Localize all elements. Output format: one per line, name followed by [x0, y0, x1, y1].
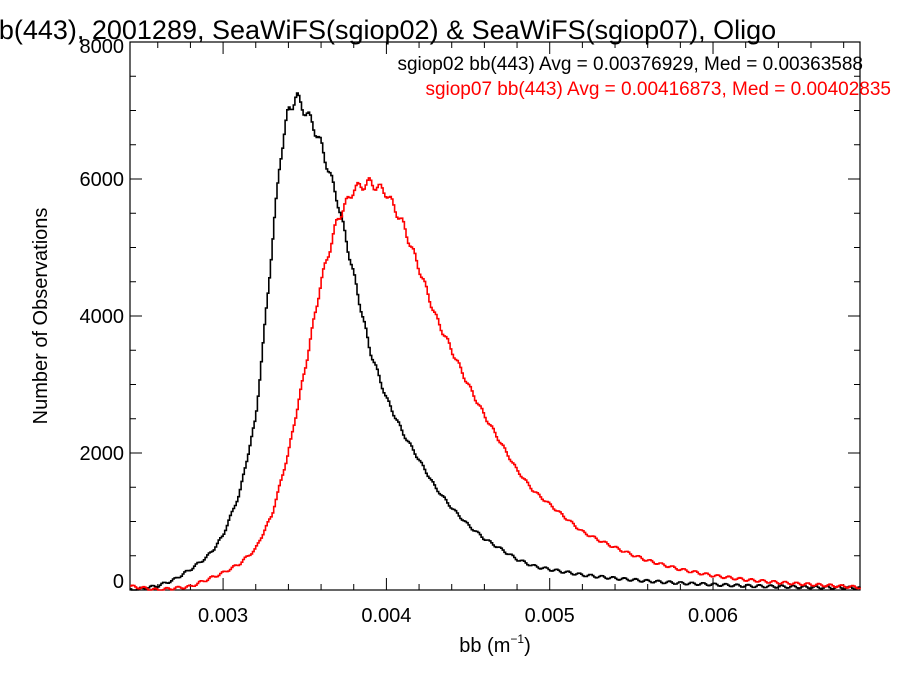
x-tick-label-0.004: 0.004	[361, 605, 411, 627]
x-tick-label-0.003: 0.003	[198, 605, 248, 627]
x-tick-label-0.005: 0.005	[525, 605, 575, 627]
y-axis-label: Number of Observations	[30, 208, 52, 425]
y-tick-label-8000: 8000	[80, 36, 125, 58]
plot-frame	[129, 41, 861, 591]
x-axis-label-close: )	[524, 635, 531, 657]
series-layer	[130, 92, 861, 591]
x-axis-ticks: 0.003 0.004 0.005 0.006	[157, 42, 845, 627]
x-tick-label-0.006: 0.006	[688, 605, 738, 627]
y-tick-label-4000: 4000	[80, 306, 125, 328]
y-axis-ticks: 0 2000 4000 6000 8000	[80, 36, 860, 593]
y-tick-label-2000: 2000	[80, 443, 125, 465]
annotation-sgiop07: sgiop07 bb(443) Avg = 0.00416873, Med = …	[425, 79, 891, 100]
series-line-sgiop07	[130, 177, 861, 591]
x-axis-label: bb (m−1)	[459, 632, 530, 657]
y-tick-label-6000: 6000	[80, 169, 125, 191]
x-axis-label-base: bb (m	[459, 635, 510, 657]
y-tick-label-0: 0	[113, 571, 124, 593]
annotation-sgiop02: sgiop02 bb(443) Avg = 0.00376929, Med = …	[397, 54, 863, 75]
x-axis-label-exponent: −1	[510, 632, 524, 646]
chart-title: bb(443), 2001289, SeaWiFS(sgiop02) & Sea…	[0, 15, 776, 45]
series-line-sgiop02	[130, 92, 861, 591]
